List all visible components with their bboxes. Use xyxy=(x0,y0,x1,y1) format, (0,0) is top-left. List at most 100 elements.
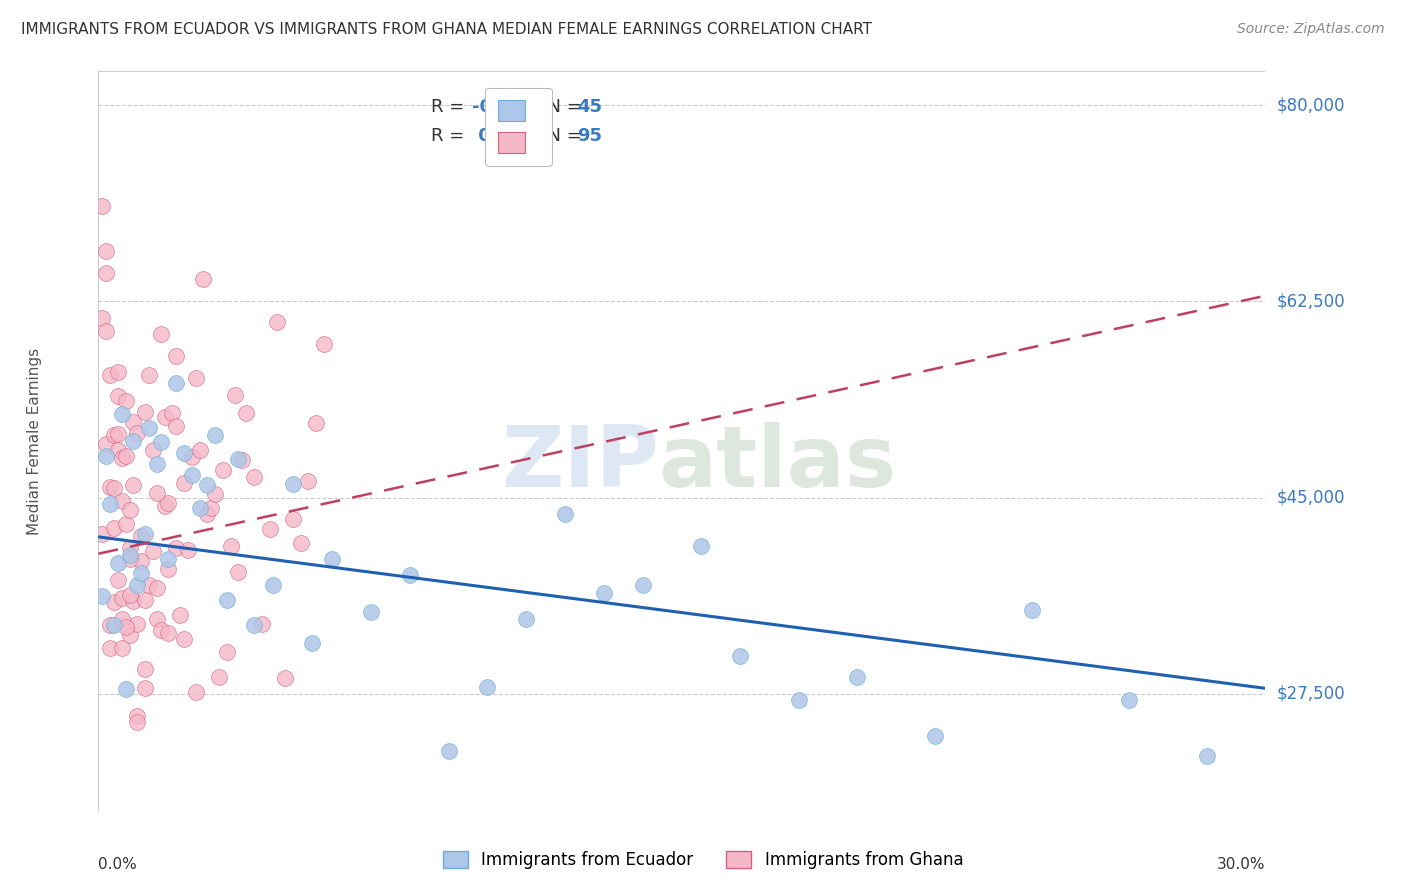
Point xyxy=(259,522,281,536)
Point xyxy=(103,618,125,632)
Point xyxy=(149,326,172,341)
Point xyxy=(321,551,343,566)
Point xyxy=(165,376,187,390)
Point xyxy=(228,452,250,467)
Point xyxy=(91,311,114,326)
Text: ZIP: ZIP xyxy=(501,422,658,505)
Point xyxy=(134,661,156,675)
Point xyxy=(129,566,152,580)
Text: 0.144: 0.144 xyxy=(472,127,534,145)
Point xyxy=(188,442,211,457)
Point xyxy=(224,388,246,402)
Point xyxy=(96,244,118,258)
Point xyxy=(243,470,266,484)
Point xyxy=(114,517,136,532)
Point xyxy=(127,578,149,592)
Point xyxy=(398,568,420,582)
Point xyxy=(231,453,253,467)
Point xyxy=(173,632,195,646)
Point xyxy=(114,449,136,463)
Point xyxy=(138,420,160,434)
Point xyxy=(122,594,145,608)
Point xyxy=(297,474,319,488)
Point xyxy=(184,371,207,385)
Point xyxy=(228,565,250,579)
Point xyxy=(107,426,129,441)
Point xyxy=(122,434,145,448)
Point xyxy=(180,468,202,483)
Point xyxy=(149,623,172,637)
Point xyxy=(631,578,654,592)
Point xyxy=(200,501,222,516)
Point xyxy=(212,463,235,477)
Point xyxy=(111,407,134,421)
Point xyxy=(290,535,312,549)
Point xyxy=(554,507,576,521)
Point xyxy=(515,612,537,626)
Legend: , : , xyxy=(485,87,553,166)
Point xyxy=(157,626,180,640)
Point xyxy=(153,410,176,425)
Text: R =: R = xyxy=(432,98,470,116)
Point xyxy=(924,729,946,743)
Point xyxy=(165,349,187,363)
Point xyxy=(281,476,304,491)
Point xyxy=(118,548,141,562)
Point xyxy=(129,529,152,543)
Point xyxy=(173,475,195,490)
Point xyxy=(134,527,156,541)
Text: $62,500: $62,500 xyxy=(1277,293,1346,310)
Point xyxy=(188,500,211,515)
Point xyxy=(111,591,134,606)
Point xyxy=(96,437,118,451)
Point xyxy=(204,487,226,501)
Point xyxy=(173,446,195,460)
Point xyxy=(91,527,114,541)
Point xyxy=(215,645,238,659)
Point xyxy=(1021,603,1043,617)
Point xyxy=(134,405,156,419)
Point xyxy=(690,539,713,553)
Text: 45: 45 xyxy=(576,98,602,116)
Point xyxy=(153,499,176,513)
Point xyxy=(312,337,335,351)
Point xyxy=(195,507,218,521)
Point xyxy=(243,617,266,632)
Point xyxy=(250,616,273,631)
Point xyxy=(146,581,169,595)
Point xyxy=(98,617,121,632)
Point xyxy=(165,418,187,433)
Point xyxy=(118,628,141,642)
Point xyxy=(477,680,499,694)
Point xyxy=(134,681,156,696)
Point xyxy=(96,266,118,280)
Point xyxy=(177,542,200,557)
Point xyxy=(262,578,284,592)
Point xyxy=(1118,692,1140,706)
Point xyxy=(208,670,231,684)
Point xyxy=(98,497,121,511)
Point xyxy=(98,640,121,655)
Point xyxy=(149,434,172,449)
Point xyxy=(122,477,145,491)
Text: $45,000: $45,000 xyxy=(1277,489,1346,507)
Text: R =: R = xyxy=(432,127,470,145)
Point xyxy=(127,714,149,729)
Point xyxy=(157,496,180,510)
Point xyxy=(180,450,202,465)
Point xyxy=(127,617,149,632)
Point xyxy=(134,592,156,607)
Point xyxy=(146,457,169,471)
Point xyxy=(193,272,215,286)
Text: 0.0%: 0.0% xyxy=(98,856,138,871)
Point xyxy=(107,389,129,403)
Point xyxy=(162,406,184,420)
Point xyxy=(118,552,141,566)
Point xyxy=(787,692,810,706)
Text: $27,500: $27,500 xyxy=(1277,685,1346,703)
Point xyxy=(215,593,238,607)
Text: Source: ZipAtlas.com: Source: ZipAtlas.com xyxy=(1237,22,1385,37)
Point xyxy=(184,684,207,698)
Point xyxy=(274,671,297,685)
Text: 30.0%: 30.0% xyxy=(1218,856,1265,871)
